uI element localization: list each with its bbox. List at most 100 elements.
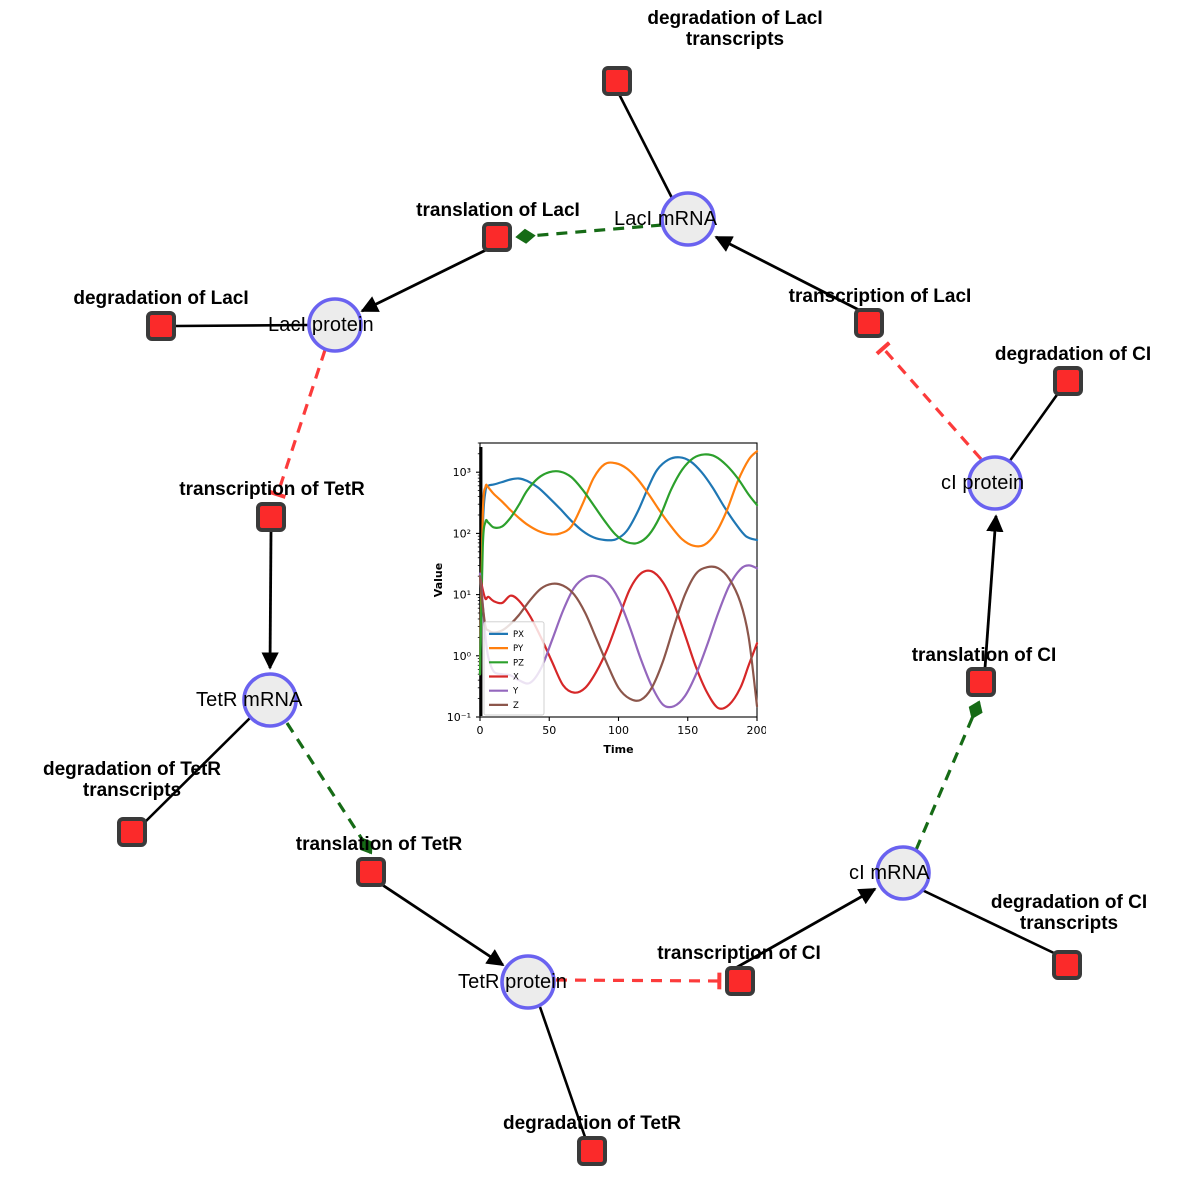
reaction-node-deg_laci[interactable]: [146, 311, 176, 341]
edge-catalysis-laci-mrna-translation: [515, 223, 663, 244]
edge-degradation-laci-transcripts: [617, 93, 674, 199]
timecourse-chart: 0 50 100 150 200 10⁻¹ 10⁰ 10¹ 10² 10³ PX PY PZ XYZ T…: [418, 437, 766, 765]
species-node-tetr_protein[interactable]: [500, 954, 556, 1010]
species-label-ci_protein: cI protein: [941, 472, 1025, 494]
plot-text: 200: [747, 724, 767, 737]
edge-inhibition-laci-represses-tetr: [268, 349, 327, 499]
edge-transcription-ci-to-mrna: [731, 887, 877, 972]
edge-degradation-tetr: [538, 1006, 587, 1138]
reaction-label-line: degradation of TetR: [42, 759, 222, 780]
plot-text: 10⁻¹: [447, 711, 471, 724]
edge-transcription-tetr-to-mrna: [261, 531, 279, 670]
reaction-node-tx_ci[interactable]: [725, 966, 755, 996]
edge-inhibition-ci-represses-laci: [875, 341, 983, 461]
reaction-label-line: transcription of TetR: [179, 479, 365, 500]
species-node-laci_protein[interactable]: [307, 297, 363, 353]
timecourse-inset-plot: 0 50 100 150 200 10⁻¹ 10⁰ 10¹ 10² 10³ PX PY PZ X Y Z T…: [418, 437, 766, 765]
plot-text: Y: [512, 687, 519, 697]
species-label-ci_mrna: cI mRNA: [849, 862, 930, 884]
plot-text: 50: [542, 724, 556, 737]
plot-text: 0: [477, 724, 484, 737]
edge-inhibition-tetr-represses-ci: [555, 972, 722, 990]
plot-text: X: [513, 673, 519, 683]
reaction-label-tl_ci: translation of CI: [886, 645, 1082, 666]
reaction-label-tx_laci: transcription of LacI: [747, 286, 1013, 307]
reaction-label-deg_ci_tr: degradation of CI transcripts: [958, 892, 1180, 935]
reaction-node-deg_tetr_tr[interactable]: [117, 817, 147, 847]
reaction-node-deg_ci_tr[interactable]: [1052, 950, 1082, 980]
reaction-node-tl_laci[interactable]: [482, 222, 512, 252]
plot-text: Time: [603, 743, 633, 756]
species-label-laci_protein: LacI protein: [268, 314, 374, 336]
plot-ticks: 0 50 100 150 200 10⁻¹ 10⁰ 10¹ 10² 10³: [447, 442, 767, 737]
reaction-label-deg_tetr_tr: degradation of TetR transcripts: [0, 759, 264, 802]
species-label-tetr_mrna: TetR mRNA: [196, 689, 303, 711]
plot-text: PZ: [513, 658, 524, 668]
reaction-node-tx_tetr[interactable]: [256, 502, 286, 532]
reaction-node-deg_laci_tr[interactable]: [602, 66, 632, 96]
reaction-label-line: transcripts: [82, 780, 182, 802]
species-label-laci_mrna: LacI mRNA: [614, 208, 718, 230]
species-node-layer: [242, 191, 1023, 1010]
plot-text: Z: [513, 701, 519, 711]
edge-translation-tetr-to-protein: [380, 882, 505, 967]
edge-transcription-laci-to-mrna: [714, 235, 862, 313]
plot-legend: PX PY PZ XYZ: [483, 621, 545, 716]
reaction-node-layer: [117, 66, 1083, 1166]
plot-line-PX: [478, 456, 759, 676]
species-label-tetr_protein: TetR protein: [458, 971, 568, 993]
reaction-label-line: transcripts: [1019, 913, 1119, 935]
reaction-label-tx_ci: transcription of CI: [622, 943, 856, 964]
plot-text: PX: [513, 630, 524, 640]
reaction-node-tl_ci[interactable]: [966, 667, 996, 697]
reaction-label-line: degradation of LacI: [73, 288, 249, 309]
species-node-tetr_mrna[interactable]: [242, 672, 298, 728]
reaction-label-line: transcription of CI: [657, 943, 821, 964]
plot-line-X: [478, 569, 759, 710]
plot-text: 10¹: [453, 589, 471, 602]
reaction-label-deg_ci: degradation of CI: [962, 344, 1184, 365]
species-node-laci_mrna[interactable]: [660, 191, 716, 247]
plot-text: 10⁰: [453, 650, 472, 663]
reaction-label-deg_laci_tr: degradation of LacI transcripts: [585, 8, 885, 51]
reaction-label-line: translation of LacI: [416, 200, 580, 221]
reaction-label-line: degradation of TetR: [502, 1113, 682, 1134]
reaction-label-deg_laci: degradation of LacI: [38, 288, 284, 309]
reaction-label-line: degradation of CI: [990, 892, 1148, 913]
reaction-node-tx_laci[interactable]: [854, 308, 884, 338]
plot-axis-labels: Time Value: [432, 563, 634, 756]
reaction-label-line: translation of TetR: [295, 834, 463, 855]
edge-degradation-tetr-transcripts: [143, 715, 253, 824]
reaction-node-deg_tetr[interactable]: [577, 1136, 607, 1166]
edge-degradation-ci: [1007, 391, 1061, 463]
reaction-label-line: translation of CI: [911, 645, 1057, 666]
edge-translation-ci-to-protein: [983, 514, 1004, 669]
reaction-label-line: transcripts: [685, 29, 785, 51]
plot-text: 100: [608, 724, 629, 737]
edge-degradation-laci: [174, 323, 310, 328]
plot-text: 10²: [453, 527, 471, 540]
species-node-ci_protein[interactable]: [967, 455, 1023, 511]
plot-text: 10³: [453, 466, 471, 479]
reaction-label-line: degradation of CI: [994, 344, 1152, 365]
reaction-label-line: degradation of LacI: [647, 8, 823, 29]
edge-layer: [143, 93, 1061, 1138]
edge-catalysis-ci-mrna-translation: [914, 700, 983, 851]
reaction-label-deg_tetr: degradation of TetR: [464, 1113, 720, 1134]
plot-line-PZ: [478, 453, 759, 676]
reaction-node-tl_tetr[interactable]: [356, 857, 386, 887]
plot-text: PY: [513, 644, 524, 654]
species-node-ci_mrna[interactable]: [875, 845, 931, 901]
reaction-label-line: transcription of LacI: [788, 286, 972, 307]
plot-line-PY: [478, 450, 759, 676]
edge-translation-laci-to-protein: [360, 247, 489, 313]
edge-catalysis-tetr-mrna-translation: [285, 722, 373, 855]
edge-degradation-ci-transcripts: [921, 888, 1057, 956]
reaction-label-tx_tetr: transcription of TetR: [141, 479, 403, 500]
reaction-label-tl_tetr: translation of TetR: [262, 834, 496, 855]
plot-text: Value: [432, 563, 445, 597]
reaction-node-deg_ci[interactable]: [1053, 366, 1083, 396]
reaction-label-tl_laci: translation of LacI: [383, 200, 613, 221]
